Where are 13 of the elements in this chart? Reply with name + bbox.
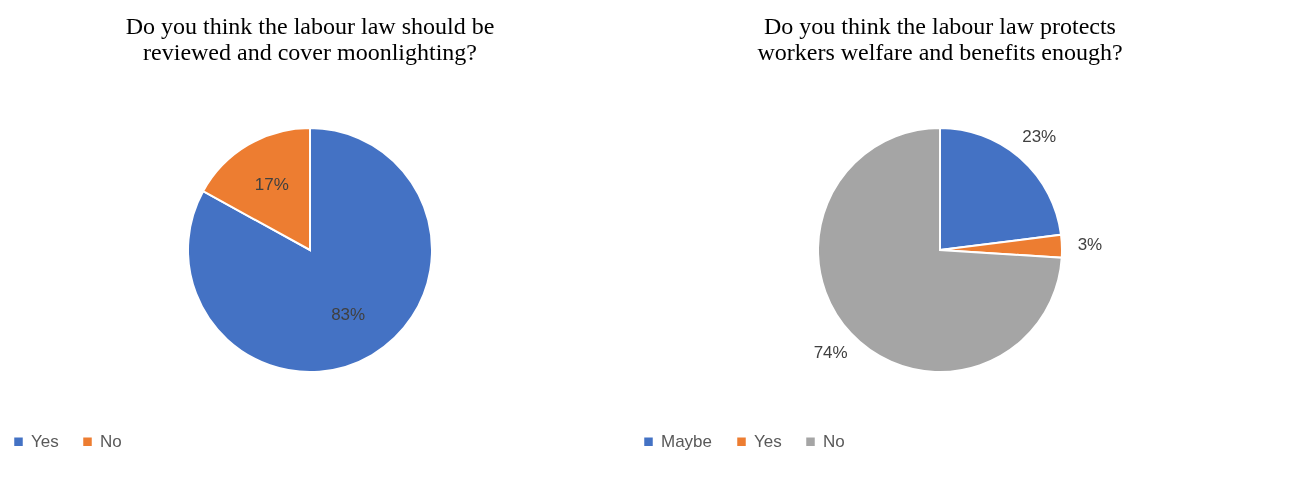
legend-label: Maybe — [661, 431, 713, 451]
legend-label: Yes — [31, 431, 59, 451]
legend-label: Yes — [754, 431, 782, 451]
chart-title: Do you think the labour law protects workers welfare and benefits enough? — [757, 13, 1123, 65]
legend-label: No — [823, 431, 845, 451]
data-label: 83% — [331, 304, 366, 324]
pie-slice — [187, 127, 433, 373]
data-label: 3% — [1077, 235, 1103, 255]
data-label: 17% — [254, 175, 289, 195]
legend-label: No — [100, 431, 122, 451]
data-label: 23% — [1022, 127, 1057, 147]
data-label: 74% — [813, 342, 848, 362]
chart-title: Do you think the labour law should be reviewed and cover moonlighting? — [125, 13, 495, 65]
